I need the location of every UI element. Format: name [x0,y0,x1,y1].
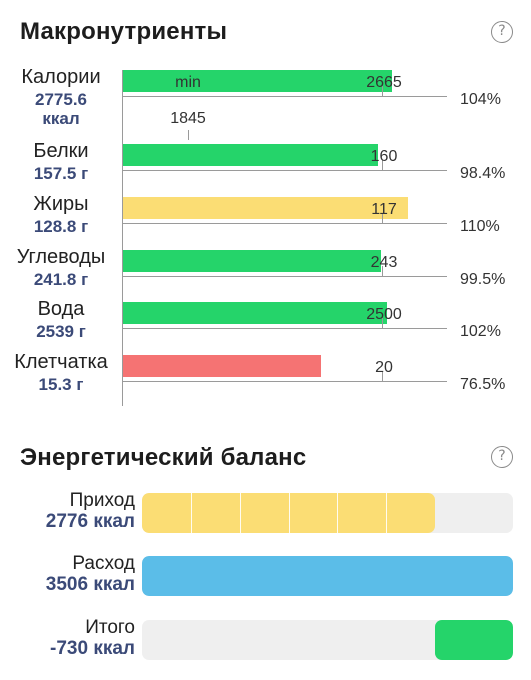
energy-row-label: Приход [69,490,135,511]
norm-line [123,328,447,329]
nutrient-name: Клетчатка [14,351,108,373]
nutrient-amount: 2775.6 [35,90,87,109]
energy-row-label: Итого [85,617,135,638]
norm-label: 243 [370,254,398,271]
norm-tick [382,318,383,328]
energy-segment-divider [289,493,290,533]
percent-label: 76.5% [460,376,506,393]
nutrient-amount: 15.3 г [38,375,84,394]
percent-label: 102% [460,323,501,340]
norm-tick [382,266,383,276]
macro-bar [123,197,408,219]
energy-fill [435,620,513,660]
macro-bar [123,302,388,324]
norm-tick [382,213,383,223]
energy-segment-divider [337,493,338,533]
chart-axis [122,70,123,406]
nutrient-name: Жиры [33,193,89,215]
nutrient-name: Калории [21,66,101,88]
energy-fill [142,556,513,596]
norm-label: 20 [375,359,393,376]
energy-segment-divider [386,493,387,533]
help-icon[interactable]: ? [491,21,513,43]
norm-line [123,381,447,382]
percent-label: 104% [460,91,501,108]
min-caption: min [175,74,201,91]
macronutrients-title: Макронутриенты [20,18,228,45]
energy-balance-title: Энергетический баланс [20,444,307,471]
nutrient-unit: ккал [42,109,80,128]
norm-tick [382,371,383,381]
energy-row-value: -730 ккал [50,638,135,659]
macro-bar [123,250,381,272]
energy-row-value: 2776 ккал [45,511,135,532]
min-tick [188,130,189,140]
norm-label: 117 [371,201,397,218]
nutrient-name: Углеводы [16,246,106,268]
percent-label: 110% [460,218,500,235]
nutrient-name: Белки [33,140,89,162]
energy-segment-divider [240,493,241,533]
energy-row-label: Расход [72,553,135,574]
macro-bar [123,355,322,377]
percent-label: 98.4% [460,165,506,182]
norm-line [123,223,447,224]
norm-tick [382,86,383,96]
energy-track [142,556,513,596]
percent-label: 99.5% [460,271,506,288]
nutrient-name: Вода [37,298,85,320]
energy-segment-divider [191,493,192,533]
energy-track [142,493,513,533]
norm-line [123,276,447,277]
norm-line [123,170,447,171]
norm-line [123,96,447,97]
nutrient-amount: 241.8 г [33,270,89,289]
nutrient-amount: 157.5 г [33,164,89,183]
energy-track [142,620,513,660]
norm-tick [382,160,383,170]
macro-bar [123,144,378,166]
help-icon[interactable]: ? [491,446,513,468]
min-value: 1845 [170,110,206,127]
macro-bar [123,70,393,92]
nutrient-amount: 128.8 г [33,217,89,236]
nutrient-amount: 2539 г [36,322,86,341]
norm-label: 160 [370,148,398,165]
energy-row-value: 3506 ккал [45,574,135,595]
norm-label: 2500 [366,306,402,323]
macronutrients-chart: 2665 104% Калории 2775.6 ккал min 1845 160 98.4%… [0,62,531,412]
norm-label: 2665 [366,74,402,91]
